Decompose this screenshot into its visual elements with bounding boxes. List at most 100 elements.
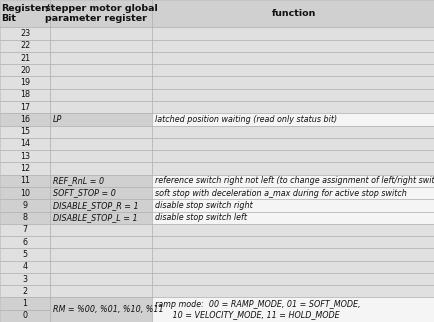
Bar <box>152 273 434 285</box>
Bar <box>152 236 434 248</box>
Bar <box>0 187 50 199</box>
Text: 2: 2 <box>23 287 27 296</box>
Bar <box>50 52 152 64</box>
Bar <box>50 248 152 260</box>
Bar <box>0 52 50 64</box>
Text: LP: LP <box>53 115 62 124</box>
Bar <box>152 76 434 89</box>
Bar <box>0 150 50 162</box>
Text: REF_RnL = 0: REF_RnL = 0 <box>53 176 104 185</box>
Bar <box>0 40 50 52</box>
Text: 4: 4 <box>23 262 27 271</box>
Bar <box>152 27 434 40</box>
Bar <box>0 310 50 322</box>
Bar <box>50 162 152 175</box>
Bar <box>50 40 152 52</box>
Text: 10: 10 <box>20 189 30 198</box>
Text: 14: 14 <box>20 139 30 148</box>
Bar <box>0 260 50 273</box>
Text: 19: 19 <box>20 78 30 87</box>
Text: disable stop switch left: disable stop switch left <box>155 213 247 222</box>
Bar <box>0 162 50 175</box>
Bar <box>0 298 50 310</box>
Text: 1: 1 <box>23 299 27 308</box>
Bar <box>152 64 434 76</box>
Text: 6: 6 <box>23 238 27 247</box>
Bar <box>0 285 50 298</box>
Bar <box>50 175 152 187</box>
Bar <box>50 64 152 76</box>
Text: SOFT_STOP = 0: SOFT_STOP = 0 <box>53 189 116 198</box>
Bar <box>0 138 50 150</box>
Bar <box>0 76 50 89</box>
Bar <box>50 113 152 126</box>
Text: soft stop with deceleration a_max during for active stop switch: soft stop with deceleration a_max during… <box>155 189 406 198</box>
Bar <box>152 126 434 138</box>
Bar <box>152 175 434 187</box>
Bar <box>152 113 434 126</box>
Text: function: function <box>271 9 315 18</box>
Text: stepper motor global
parameter register: stepper motor global parameter register <box>45 4 157 24</box>
Bar <box>50 126 152 138</box>
Bar <box>152 52 434 64</box>
Text: disable stop switch right: disable stop switch right <box>155 201 253 210</box>
Bar <box>50 260 152 273</box>
Bar <box>0 89 50 101</box>
Bar <box>50 0 152 27</box>
Bar <box>0 236 50 248</box>
Bar <box>0 0 50 27</box>
Bar <box>50 89 152 101</box>
Bar <box>152 285 434 298</box>
Bar <box>152 89 434 101</box>
Bar <box>152 187 434 199</box>
Bar <box>50 298 152 322</box>
Bar <box>152 248 434 260</box>
Text: Register/
Bit: Register/ Bit <box>1 4 49 24</box>
Bar <box>152 162 434 175</box>
Bar <box>152 40 434 52</box>
Text: 22: 22 <box>20 41 30 50</box>
Bar <box>152 0 434 27</box>
Bar <box>50 212 152 224</box>
Text: reference switch right not left (to change assignment of left/right switch): reference switch right not left (to chan… <box>155 176 434 185</box>
Bar <box>0 113 50 126</box>
Bar <box>50 236 152 248</box>
Text: 7: 7 <box>23 225 27 234</box>
Text: 5: 5 <box>23 250 27 259</box>
Text: latched position waiting (read only status bit): latched position waiting (read only stat… <box>155 115 337 124</box>
Text: DISABLE_STOP_L = 1: DISABLE_STOP_L = 1 <box>53 213 138 222</box>
Text: 18: 18 <box>20 90 30 99</box>
Text: DISABLE_STOP_R = 1: DISABLE_STOP_R = 1 <box>53 201 138 210</box>
Bar <box>0 199 50 212</box>
Text: 21: 21 <box>20 53 30 62</box>
Bar <box>152 138 434 150</box>
Bar <box>50 101 152 113</box>
Text: 15: 15 <box>20 127 30 136</box>
Bar <box>50 285 152 298</box>
Bar <box>0 126 50 138</box>
Bar <box>0 273 50 285</box>
Bar <box>0 212 50 224</box>
Text: 0: 0 <box>23 311 27 320</box>
Bar <box>0 64 50 76</box>
Text: ramp mode:  00 = RAMP_MODE, 01 = SOFT_MODE,
       10 = VELOCITY_MODE, 11 = HOLD: ramp mode: 00 = RAMP_MODE, 01 = SOFT_MOD… <box>155 300 360 319</box>
Bar <box>0 27 50 40</box>
Text: 20: 20 <box>20 66 30 75</box>
Bar <box>0 175 50 187</box>
Text: 3: 3 <box>23 275 27 284</box>
Bar <box>152 298 434 322</box>
Bar <box>50 27 152 40</box>
Bar <box>0 101 50 113</box>
Bar <box>152 260 434 273</box>
Bar <box>50 138 152 150</box>
Text: 12: 12 <box>20 164 30 173</box>
Bar <box>0 224 50 236</box>
Bar <box>50 224 152 236</box>
Text: 16: 16 <box>20 115 30 124</box>
Bar <box>152 212 434 224</box>
Text: 11: 11 <box>20 176 30 185</box>
Text: 9: 9 <box>23 201 27 210</box>
Text: 8: 8 <box>23 213 27 222</box>
Bar <box>50 273 152 285</box>
Text: 17: 17 <box>20 103 30 112</box>
